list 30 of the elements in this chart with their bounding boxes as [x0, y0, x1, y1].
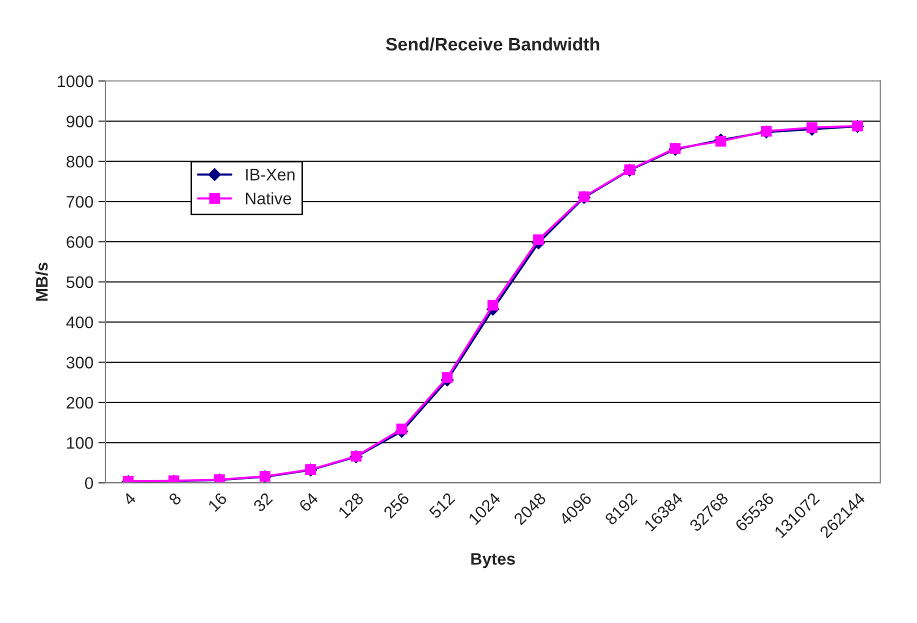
y-tick-label: 900	[66, 116, 93, 128]
y-tick-label: 0	[85, 477, 93, 490]
x-tick-label: 4	[122, 492, 136, 506]
x-axis-title: Bytes	[471, 553, 515, 568]
point	[715, 136, 726, 147]
y-tick-label: 500	[66, 276, 93, 288]
point	[488, 300, 498, 311]
x-tick-label: 128	[338, 492, 364, 519]
legend-label: Native	[246, 192, 292, 204]
x-tick-label: 256	[382, 492, 410, 519]
y-tick-label: 1000	[58, 75, 93, 88]
y-tick-label: 200	[66, 396, 93, 409]
y-tick-label: 400	[66, 316, 93, 328]
y-tick-label: 600	[66, 236, 93, 248]
x-tick-label: 32	[252, 492, 274, 512]
x-tick-label: 16	[208, 492, 228, 512]
x-tick-label: 512	[428, 492, 456, 520]
y-tick-label: 100	[67, 437, 93, 449]
legend-label: IB-Xen	[246, 168, 294, 181]
point	[442, 372, 453, 383]
point	[806, 122, 818, 133]
chart-title: Send/Receive Bandwidth	[386, 37, 600, 51]
y-tick-label: 800	[66, 156, 93, 168]
x-tick-label: 8	[168, 492, 182, 506]
x-tick-label: 64	[298, 492, 319, 512]
y-tick-label: 700	[66, 196, 93, 208]
y-axis-title: MB/s	[35, 262, 48, 301]
point	[533, 234, 544, 246]
point	[396, 424, 408, 434]
y-tick-label: 300	[66, 356, 93, 368]
